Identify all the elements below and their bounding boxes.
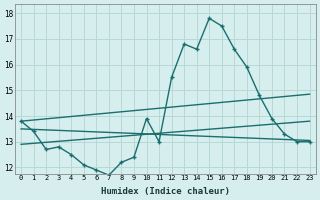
X-axis label: Humidex (Indice chaleur): Humidex (Indice chaleur) xyxy=(101,187,230,196)
